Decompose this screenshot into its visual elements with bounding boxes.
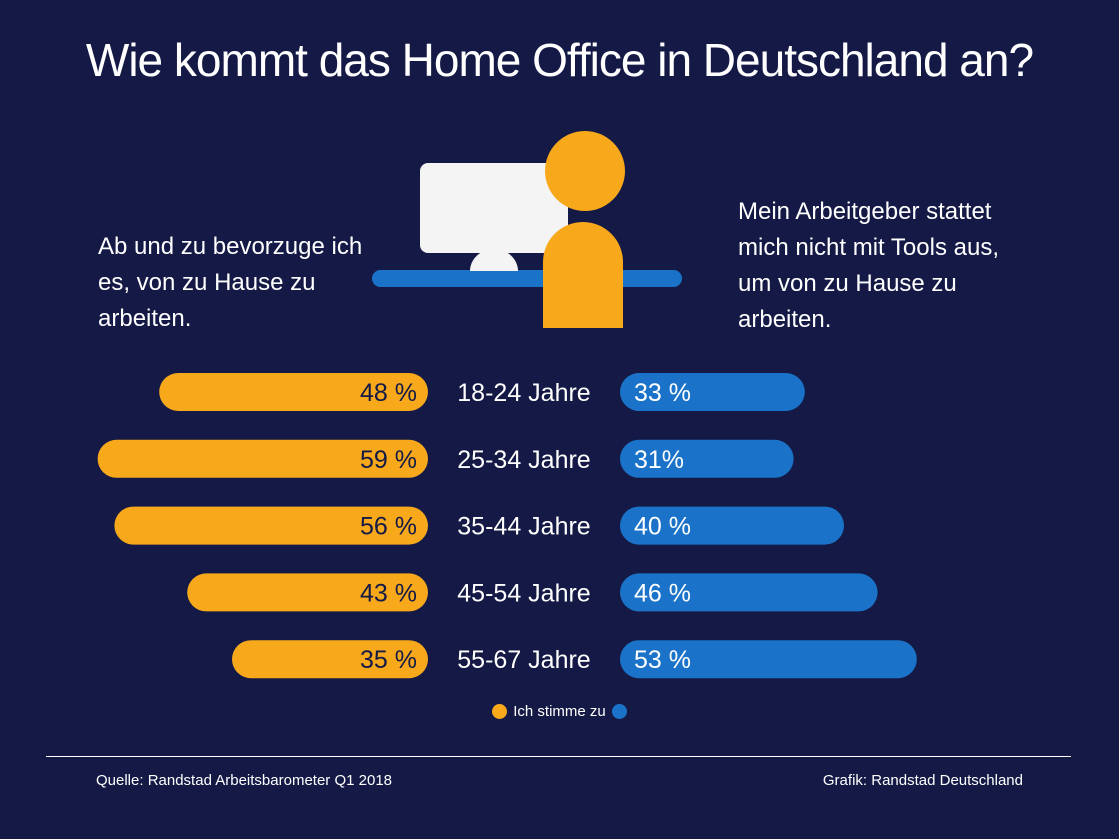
category-label-3: 45-54 Jahre	[457, 579, 590, 607]
bar-label-right-2: 40 %	[634, 513, 691, 541]
monitor-screen	[420, 163, 568, 253]
legend-orange-dot	[492, 704, 508, 719]
category-label-2: 35-44 Jahre	[457, 513, 590, 541]
bar-right-4	[620, 640, 917, 679]
category-label-0: 18-24 Jahre	[457, 379, 590, 407]
bar-group: 48 % 18-24 Jahre 33 % 59 % 25-34 Jahre 31% 56 …	[97, 373, 917, 679]
legend-label: Ich stimme zu	[513, 703, 606, 720]
bar-left-3	[187, 573, 428, 612]
graphic-credit: Grafik: Randstad Deutschland	[822, 772, 1023, 789]
source-note: Quelle: Randstad Arbeitsbarometer Q1 201…	[96, 772, 393, 789]
bar-right-1	[620, 439, 794, 478]
person-body	[543, 222, 623, 328]
bar-label-left-1: 59 %	[360, 446, 417, 474]
bar-left-1	[97, 439, 428, 478]
left-statement: Ab und zu bevorzuge ich es, von zu Hause…	[98, 233, 363, 332]
bar-left-0	[159, 373, 428, 411]
bar-right-0	[620, 373, 805, 411]
right-statement: Mein Arbeitgeber stattet mich nicht mit …	[738, 198, 999, 333]
bar-right-3	[620, 573, 878, 612]
footer-divider	[46, 756, 1071, 757]
category-label-1: 25-34 Jahre	[457, 446, 590, 474]
bar-right-2	[620, 506, 844, 545]
category-label-4: 55-67 Jahre	[457, 646, 590, 674]
bar-label-left-2: 56 %	[360, 513, 417, 541]
desk-illustration	[372, 131, 682, 328]
bar-left-4	[232, 640, 428, 679]
legend-blue-dot	[611, 704, 627, 719]
monitor-stand	[470, 249, 518, 271]
bar-label-right-1: 31%	[634, 446, 684, 474]
bar-left-2	[114, 506, 429, 545]
bar-label-left-4: 35 %	[360, 646, 417, 674]
desk	[372, 270, 682, 287]
legend: Ich stimme zu	[0, 703, 1119, 720]
bar-label-left-3: 43 %	[360, 579, 417, 607]
chart-title: Wie kommt das Home Office in Deutschland…	[85, 34, 1034, 86]
bar-label-right-4: 53 %	[634, 646, 691, 674]
person-head	[545, 131, 625, 211]
bar-label-right-3: 46 %	[634, 579, 691, 607]
bar-label-right-0: 33 %	[634, 379, 691, 407]
bar-label-left-0: 48 %	[360, 379, 417, 407]
